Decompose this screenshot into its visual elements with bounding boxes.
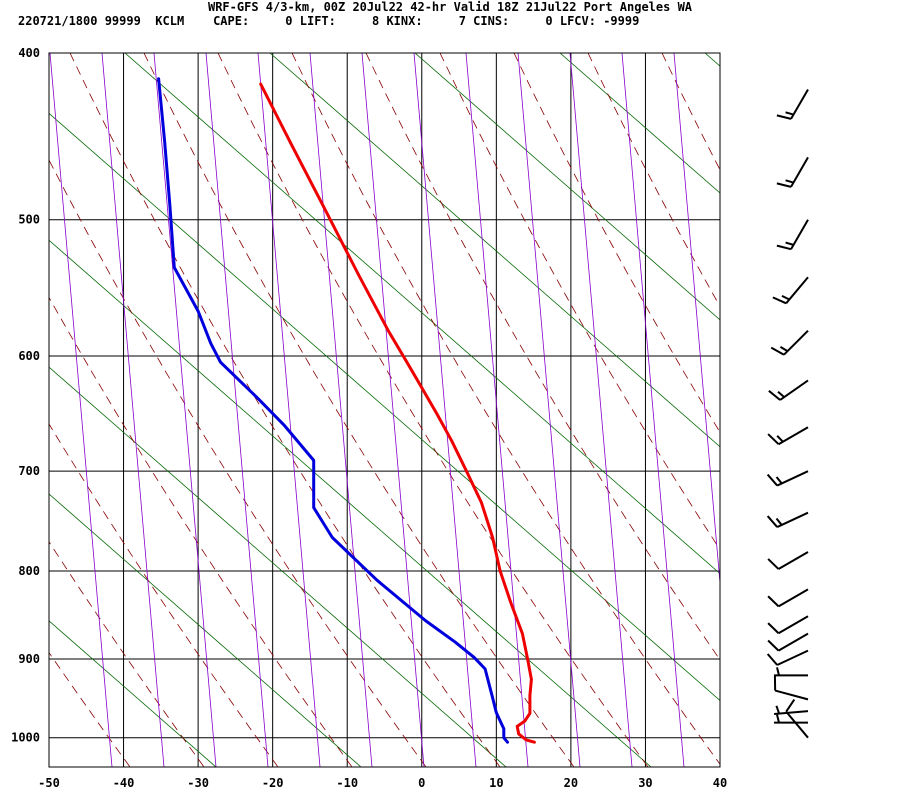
isobar-gridlines — [49, 219, 720, 739]
wind-barb — [773, 675, 809, 701]
wind-barb — [776, 219, 809, 251]
wind-barb — [767, 426, 809, 446]
mixing-ratio-line — [309, 53, 373, 767]
x-tick-label: 0 — [418, 776, 425, 790]
x-tick-label: 20 — [564, 776, 578, 790]
dry-adiabats — [49, 53, 900, 767]
moist-adiabat-line — [291, 53, 720, 765]
dry-adiabat-line — [269, 53, 720, 448]
wind-barb — [767, 588, 809, 608]
wind-barb — [774, 667, 808, 677]
mixing-ratio-lines — [49, 53, 720, 767]
dry-adiabat-line — [704, 53, 720, 67]
y-tick-label: 800 — [18, 564, 40, 578]
wind-barb — [770, 329, 809, 356]
dry-adiabat-line — [850, 53, 900, 767]
mixing-ratio-line — [569, 53, 633, 767]
wind-barb — [776, 156, 809, 188]
moist-adiabats — [49, 53, 900, 767]
moist-adiabat-line — [661, 53, 720, 171]
chart-title: WRF-GFS 4/3-km, 00Z 20Jul22 42-hr Valid … — [207, 0, 693, 14]
plot-frame — [48, 52, 721, 768]
x-tick-label: 30 — [638, 776, 652, 790]
dry-adiabat-line — [49, 366, 507, 767]
dry-adiabat-line — [124, 53, 720, 575]
x-tick-label: 40 — [713, 776, 727, 790]
y-tick-label: 600 — [18, 349, 40, 363]
wind-barbs — [766, 88, 809, 739]
temperature-profile-line — [259, 82, 536, 744]
mixing-ratio-line — [517, 53, 581, 767]
temperature-tick-labels: -50 -40 -30 -20 -10 0 10 20 30 40 — [38, 776, 727, 790]
wind-barb — [766, 511, 809, 528]
moist-adiabat-line — [143, 53, 575, 767]
wind-barb — [776, 88, 809, 120]
moist-adiabat-line — [217, 53, 649, 767]
moist-adiabat-line — [587, 53, 720, 308]
y-tick-label: 1000 — [11, 731, 40, 745]
wind-barb — [772, 276, 809, 305]
dry-adiabat-line — [49, 112, 720, 702]
pressure-tick-labels: 400 500 600 700 800 900 1000 — [11, 46, 40, 745]
y-tick-label: 400 — [18, 46, 40, 60]
x-tick-label: -10 — [336, 776, 358, 790]
dry-adiabat-line — [49, 493, 362, 767]
dry-adiabat-line — [49, 620, 217, 767]
wind-barb — [774, 705, 809, 716]
moist-adiabat-line — [736, 53, 900, 767]
chart-subtitle: 220721/1800 99999 KCLM CAPE: 0 LIFT: 8 K… — [18, 14, 640, 28]
moist-adiabat-line — [365, 53, 720, 661]
moist-adiabat-line — [49, 296, 353, 767]
wind-barb — [767, 615, 809, 635]
x-tick-label: -30 — [187, 776, 209, 790]
mixing-ratio-line — [465, 53, 529, 767]
moist-adiabat-line — [439, 53, 720, 551]
x-tick-label: -20 — [262, 776, 284, 790]
dry-adiabat-line — [414, 53, 720, 321]
wind-barb — [766, 649, 809, 666]
moist-adiabat-line — [69, 53, 501, 767]
mixing-ratio-line — [413, 53, 477, 767]
mixing-ratio-line — [101, 53, 165, 767]
x-tick-label: -40 — [113, 776, 135, 790]
y-tick-label: 500 — [18, 213, 40, 227]
y-tick-label: 900 — [18, 652, 40, 666]
mixing-ratio-line — [257, 53, 321, 767]
sounding-profiles — [157, 77, 536, 744]
dewpoint-profile-line — [157, 77, 509, 744]
y-tick-label: 700 — [18, 464, 40, 478]
mixing-ratio-line — [361, 53, 425, 767]
moist-adiabat-line — [49, 159, 427, 767]
wind-barb — [767, 551, 809, 570]
mixing-ratio-line — [49, 53, 113, 767]
x-tick-label: -50 — [38, 776, 60, 790]
isotherm-gridlines — [48, 53, 721, 767]
wind-barb — [785, 699, 809, 739]
moist-adiabat-line — [884, 53, 900, 767]
mixing-ratio-line — [673, 53, 720, 588]
wind-barb — [766, 470, 809, 487]
mixing-ratio-line — [621, 53, 685, 767]
moist-adiabat-line — [810, 53, 900, 767]
wind-barb — [774, 714, 808, 724]
dry-adiabat-line — [559, 53, 720, 194]
x-tick-label: 10 — [489, 776, 503, 790]
mixing-ratio-line — [205, 53, 269, 767]
wind-barb — [767, 632, 809, 652]
dry-adiabat-line — [49, 239, 652, 767]
moist-adiabat-line — [49, 423, 279, 767]
mixing-ratio-line — [153, 53, 217, 767]
moist-adiabat-line — [513, 53, 720, 433]
wind-barb — [768, 379, 809, 401]
